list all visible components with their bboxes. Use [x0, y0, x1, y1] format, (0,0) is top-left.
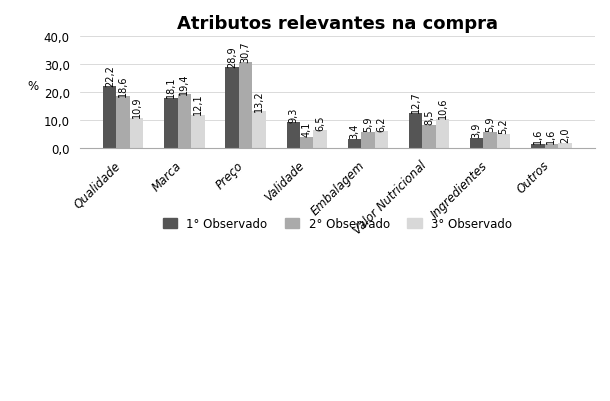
Text: 4,1: 4,1 [302, 122, 312, 137]
Bar [130, 119, 143, 149]
Text: 5,9: 5,9 [485, 117, 495, 132]
Bar [409, 113, 422, 149]
Text: 28,9: 28,9 [227, 46, 237, 68]
Text: 1,6: 1,6 [547, 129, 556, 144]
Bar [314, 131, 327, 149]
Text: 10,9: 10,9 [132, 97, 142, 118]
Bar [239, 63, 253, 149]
Text: 18,1: 18,1 [166, 77, 176, 98]
Bar [436, 119, 449, 149]
Y-axis label: %: % [27, 80, 38, 93]
Text: 9,3: 9,3 [289, 107, 298, 123]
Bar [300, 138, 314, 149]
Text: 10,6: 10,6 [437, 97, 448, 119]
Bar [117, 97, 130, 149]
Text: 18,6: 18,6 [118, 75, 128, 97]
Bar [287, 123, 300, 149]
Text: 5,9: 5,9 [363, 117, 373, 132]
Text: 30,7: 30,7 [240, 41, 251, 63]
Text: 8,5: 8,5 [424, 109, 434, 125]
Bar [103, 87, 117, 149]
Text: 19,4: 19,4 [179, 73, 189, 94]
Bar [348, 140, 361, 149]
Text: 13,2: 13,2 [254, 90, 264, 111]
Bar [191, 115, 204, 149]
Bar [253, 112, 266, 149]
Text: 3,9: 3,9 [472, 122, 482, 138]
Text: 12,1: 12,1 [193, 93, 203, 115]
Text: 2,0: 2,0 [560, 128, 570, 143]
Bar [164, 99, 178, 149]
Text: 5,2: 5,2 [499, 118, 509, 134]
Title: Atributos relevantes na compra: Atributos relevantes na compra [177, 15, 498, 33]
Bar [558, 144, 572, 149]
Bar [470, 138, 484, 149]
Text: 12,7: 12,7 [411, 91, 420, 113]
Bar [497, 135, 511, 149]
Bar [422, 126, 436, 149]
Bar [545, 145, 558, 149]
Text: 22,2: 22,2 [105, 65, 115, 87]
Bar [375, 132, 388, 149]
Text: 6,2: 6,2 [376, 116, 386, 131]
Bar [178, 95, 191, 149]
Text: 6,5: 6,5 [315, 115, 325, 130]
Bar [531, 145, 545, 149]
Bar [484, 133, 497, 149]
Bar [225, 68, 239, 149]
Text: 3,4: 3,4 [350, 124, 359, 139]
Bar [361, 133, 375, 149]
Legend: 1° Observado, 2° Observado, 3° Observado: 1° Observado, 2° Observado, 3° Observado [158, 213, 517, 235]
Text: 1,6: 1,6 [533, 129, 543, 144]
